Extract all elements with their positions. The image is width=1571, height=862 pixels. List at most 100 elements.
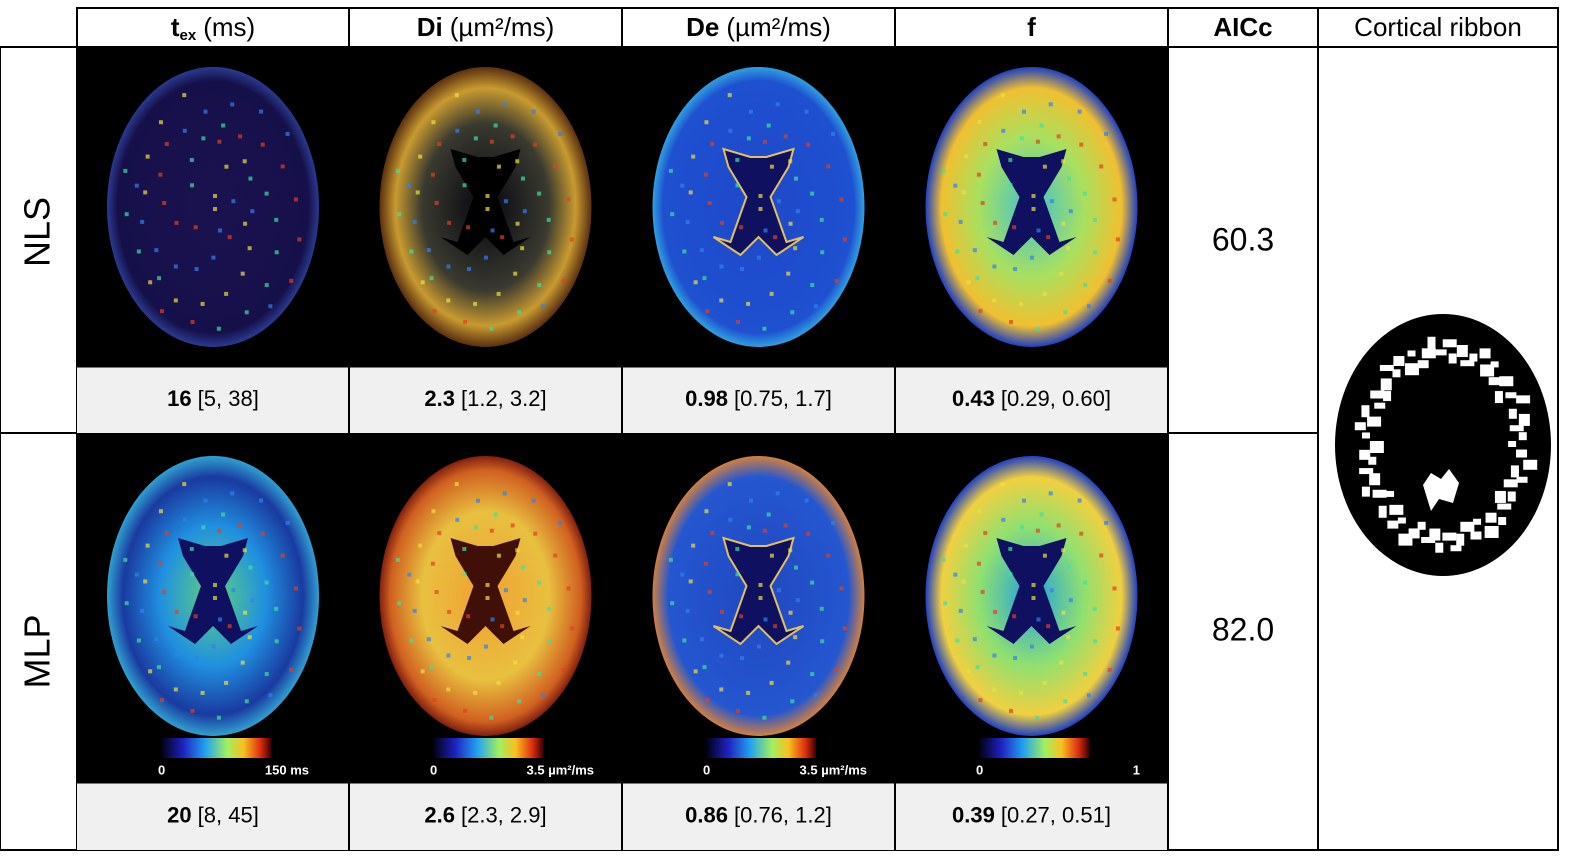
texture: [705, 309, 710, 314]
texture: [972, 637, 977, 642]
texture: [826, 553, 831, 558]
texture: [702, 276, 707, 281]
texture: [274, 639, 279, 644]
texture: [1092, 217, 1097, 222]
texture: [776, 199, 781, 204]
texture: [680, 183, 685, 188]
texture: [455, 128, 460, 133]
texture: [134, 183, 139, 188]
texture: [943, 212, 948, 217]
texture: [839, 586, 844, 591]
texture: [786, 660, 791, 665]
stat-median: 0.98: [685, 386, 728, 411]
texture: [688, 190, 693, 195]
texture: [447, 220, 452, 225]
column-header: Cortical ribbon: [1354, 12, 1522, 42]
texture: [293, 197, 298, 202]
texture: [810, 672, 815, 677]
ribbon-pixel: [1398, 533, 1413, 546]
texture: [735, 183, 740, 188]
stat-median: 16: [167, 386, 191, 411]
texture: [432, 309, 437, 314]
texture: [1077, 498, 1082, 503]
texture: [707, 201, 712, 206]
texture: [466, 225, 471, 230]
texture: [517, 699, 522, 704]
texture: [1008, 183, 1013, 188]
texture: [728, 517, 733, 522]
header-name: Di: [417, 12, 443, 42]
texture: [264, 283, 269, 288]
texture: [247, 246, 252, 251]
texture: [190, 708, 195, 713]
stat-median: 0.39: [952, 802, 995, 827]
texture: [395, 557, 400, 562]
texture: [1092, 606, 1097, 611]
texture: [776, 588, 781, 593]
texture: [297, 626, 302, 631]
ribbon-posterior: [1423, 469, 1459, 511]
texture: [746, 690, 751, 695]
ribbon-pixel: [1490, 361, 1499, 368]
texture: [682, 638, 687, 643]
texture: [240, 660, 245, 665]
texture: [1066, 635, 1071, 640]
ventricles: [986, 149, 1077, 255]
texture: [795, 209, 800, 214]
texture: [1093, 639, 1098, 644]
texture: [820, 250, 825, 255]
ribbon-pixel: [1367, 416, 1382, 427]
texture: [285, 520, 290, 525]
texture: [537, 191, 542, 196]
texture: [746, 301, 751, 306]
texture: [164, 142, 169, 147]
stat-range: [2.3, 2.9]: [461, 802, 547, 827]
texture: [1059, 271, 1064, 276]
texture: [566, 586, 571, 591]
texture: [432, 698, 437, 703]
ribbon-pixel: [1479, 348, 1491, 359]
texture: [1086, 304, 1091, 309]
ribbon-pixel: [1369, 473, 1381, 486]
texture: [736, 319, 741, 324]
texture: [415, 579, 420, 584]
texture: [839, 197, 844, 202]
ribbon-pixel: [1421, 348, 1436, 359]
texture: [217, 528, 222, 533]
texture: [485, 207, 490, 211]
ribbon-pixel: [1469, 353, 1478, 362]
texture: [520, 565, 525, 570]
texture: [189, 546, 194, 551]
texture: [515, 548, 520, 553]
texture: [978, 309, 983, 314]
texture: [719, 264, 724, 269]
texture: [221, 512, 226, 517]
stat-summary: 2.3 [1.2, 3.2]: [424, 386, 546, 411]
texture: [537, 283, 542, 288]
texture: [1035, 139, 1040, 144]
ribbon-pixel: [1369, 441, 1384, 453]
texture: [140, 219, 145, 224]
texture: [1083, 283, 1088, 288]
texture: [123, 168, 128, 173]
texture: [264, 191, 269, 196]
texture: [143, 579, 148, 584]
texture: [124, 601, 129, 606]
texture: [434, 201, 439, 206]
texture: [268, 304, 273, 309]
ribbon-pixel: [1429, 528, 1441, 541]
texture: [1107, 667, 1112, 672]
column-header: f: [1027, 12, 1036, 42]
texture: [238, 134, 243, 139]
texture: [409, 249, 414, 254]
texture: [1049, 199, 1054, 204]
texture: [230, 102, 235, 107]
texture: [1012, 225, 1017, 230]
texture: [201, 525, 206, 530]
texture: [1009, 708, 1014, 713]
texture: [842, 626, 847, 631]
texture: [668, 557, 673, 562]
texture: [174, 609, 179, 614]
texture: [140, 608, 145, 613]
